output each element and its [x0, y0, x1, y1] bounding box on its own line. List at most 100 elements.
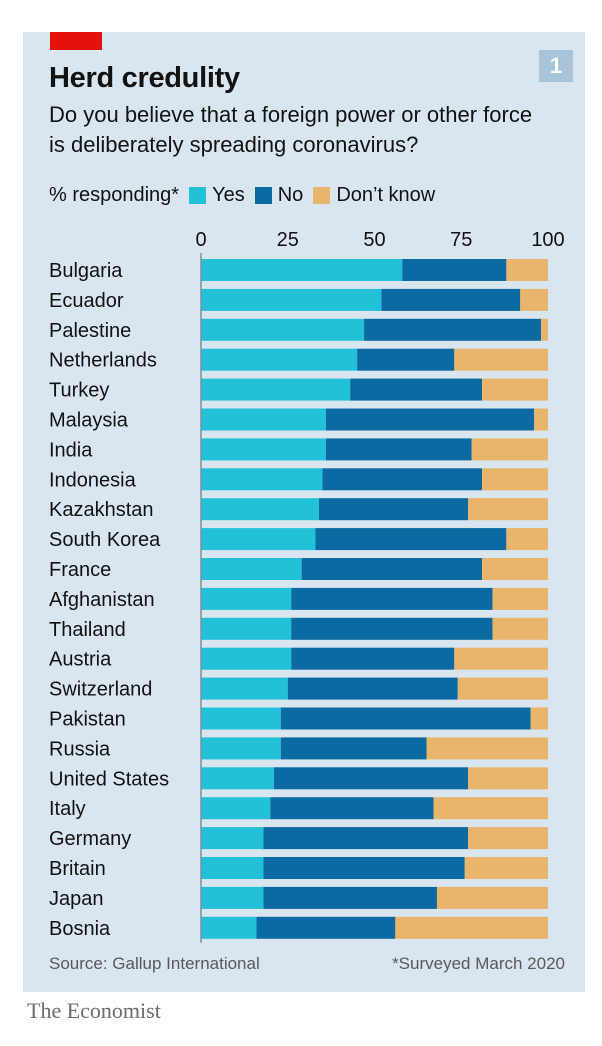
bar-no — [280, 737, 427, 760]
bar-dont-know — [482, 468, 548, 491]
category-label: Turkey — [49, 380, 109, 402]
bar-no — [273, 767, 469, 790]
bar-yes — [201, 288, 382, 311]
bar-dont-know — [468, 827, 548, 850]
legend-item-dont-know: Don’t know — [336, 184, 436, 206]
bar-dont-know — [506, 259, 548, 281]
bar-no — [280, 707, 531, 730]
bar-no — [357, 348, 455, 371]
category-label: Bulgaria — [49, 260, 123, 282]
category-label: Palestine — [49, 320, 131, 342]
bar-dont-know — [395, 916, 548, 939]
bar-dont-know — [541, 318, 548, 341]
legend-label: % responding* — [49, 184, 180, 206]
bar-yes — [201, 408, 326, 431]
bar-yes — [201, 468, 323, 491]
chart-panel: 1 Herd credulity Do you believe that a f… — [23, 32, 585, 992]
bar-no — [315, 528, 507, 551]
bar-no — [325, 438, 472, 461]
bar-dont-know — [471, 438, 548, 461]
bar-dont-know — [468, 767, 548, 790]
legend-swatch-yes — [189, 187, 207, 204]
bar-yes — [201, 857, 264, 879]
category-label: Japan — [49, 888, 104, 910]
bar-dont-know — [482, 378, 548, 401]
bar-no — [291, 587, 493, 610]
bar-yes — [201, 737, 281, 760]
bar-dont-know — [492, 587, 548, 610]
bar-dont-know — [464, 857, 548, 879]
bar-dont-know — [426, 737, 548, 760]
category-label: Austria — [49, 649, 112, 671]
category-label: Bosnia — [49, 918, 111, 940]
bar-dont-know — [534, 408, 548, 431]
bar-no — [350, 378, 483, 401]
bar-yes — [201, 318, 365, 341]
x-tick-label: 50 — [363, 229, 385, 251]
legend-item-no: No — [277, 184, 304, 206]
category-label: Switzerland — [49, 679, 152, 701]
legend: % responding* Yes No Don’t know — [49, 184, 435, 207]
category-label: Britain — [49, 858, 106, 880]
bar-yes — [201, 587, 292, 610]
bar-yes — [201, 498, 319, 521]
bar-dont-know — [454, 647, 548, 670]
bar-yes — [201, 378, 351, 401]
bar-yes — [201, 438, 326, 461]
bar-yes — [201, 886, 264, 909]
bar-yes — [201, 528, 316, 551]
bar-no — [364, 318, 542, 341]
source-note: Source: Gallup International — [49, 954, 260, 973]
bar-dont-know — [506, 528, 548, 551]
category-label: India — [49, 439, 93, 461]
bar-yes — [201, 677, 288, 700]
bar-yes — [201, 558, 302, 580]
bar-dont-know — [482, 558, 548, 580]
bar-yes — [201, 916, 257, 939]
x-tick-label: 25 — [277, 229, 299, 251]
bar-no — [381, 288, 521, 311]
bar-no — [322, 468, 483, 491]
legend-swatch-dont-know — [313, 187, 331, 204]
x-tick-label: 75 — [450, 229, 472, 251]
survey-footnote: *Surveyed March 2020 — [392, 954, 565, 973]
x-tick-label: 100 — [531, 229, 564, 251]
bar-dont-know — [492, 617, 548, 640]
bar-no — [287, 677, 458, 700]
bar-yes — [201, 707, 281, 730]
category-label: Thailand — [49, 619, 126, 641]
brand-red-tab — [50, 32, 102, 50]
bar-yes — [201, 617, 292, 640]
bar-no — [256, 916, 396, 939]
bar-no — [270, 797, 434, 820]
bar-dont-know — [433, 797, 548, 820]
bar-dont-know — [436, 886, 548, 909]
category-label: Indonesia — [49, 469, 137, 491]
bar-yes — [201, 767, 274, 790]
category-label: Afghanistan — [49, 589, 155, 611]
category-label: Germany — [49, 828, 131, 850]
chart-title: Herd credulity — [49, 62, 240, 94]
bar-dont-know — [457, 677, 548, 700]
legend-item-yes: Yes — [212, 184, 245, 206]
bar-no — [402, 259, 507, 281]
bar-yes — [201, 259, 403, 281]
category-label: Netherlands — [49, 350, 157, 372]
bar-yes — [201, 797, 271, 820]
bar-yes — [201, 647, 292, 670]
category-label: Kazakhstan — [49, 499, 154, 521]
category-label: France — [49, 559, 111, 581]
category-label: South Korea — [49, 529, 161, 551]
category-label: Malaysia — [49, 410, 129, 432]
x-tick-label: 0 — [195, 229, 206, 251]
stacked-bar-chart: 0 25 50 75 100 Bulgaria Ecuador Palestine Nether… — [49, 229, 565, 943]
chart-subtitle: Do you believe that a foreign power or o… — [49, 102, 533, 157]
bar-no — [291, 647, 455, 670]
bar-yes — [201, 827, 264, 850]
bar-dont-know — [454, 348, 548, 371]
bar-dont-know — [468, 498, 548, 521]
bar-no — [301, 558, 483, 580]
bar-yes — [201, 348, 358, 371]
legend-swatch-no — [254, 187, 272, 204]
bar-no — [263, 857, 465, 879]
